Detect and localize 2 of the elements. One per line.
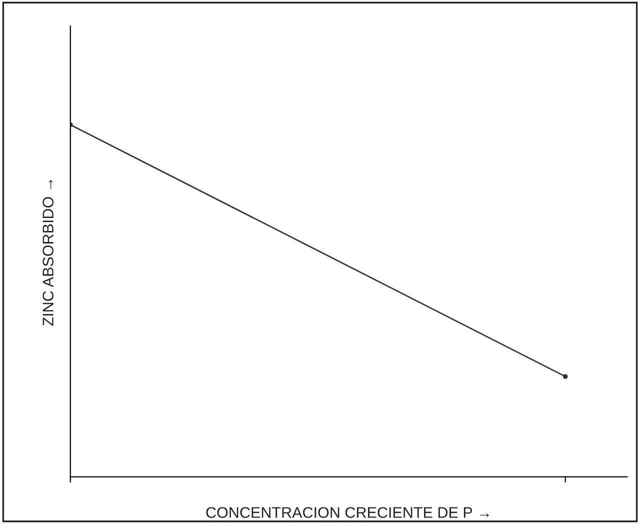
x-axis-title: CONCENTRACION CRECIENTE DE P → bbox=[206, 507, 489, 518]
y-axis-title: ZINC ABSORBIDO → bbox=[42, 180, 54, 326]
